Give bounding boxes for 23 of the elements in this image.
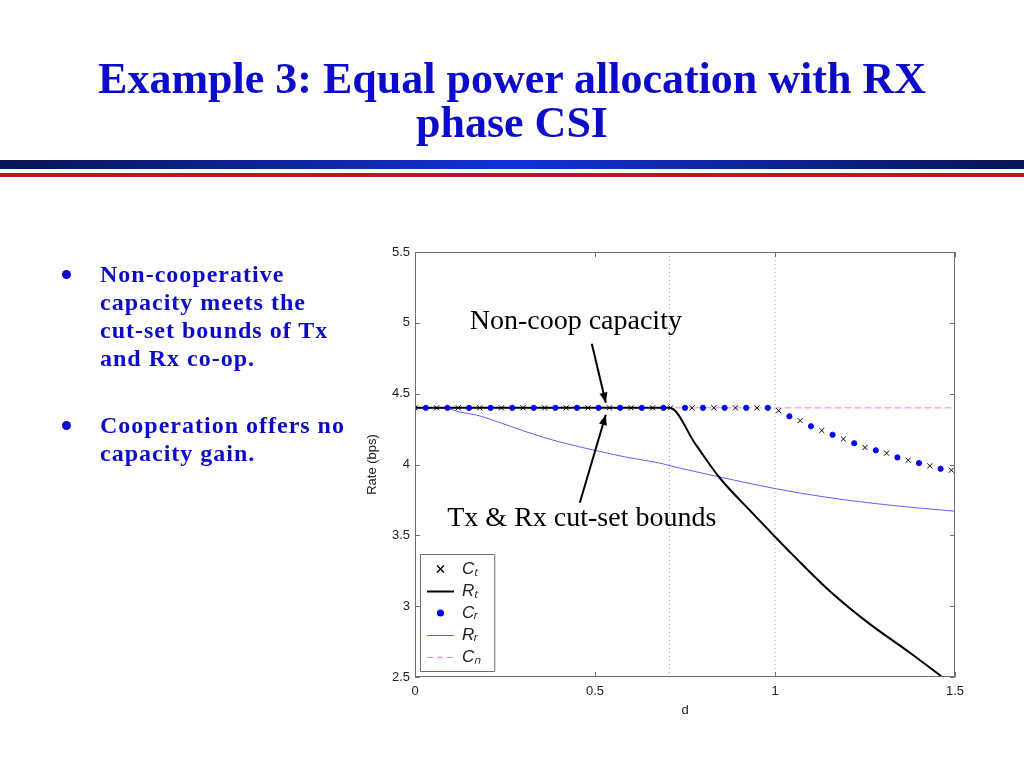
y-tick-label: 3.5 (391, 526, 410, 542)
annotation: Non-coop capacity (469, 304, 682, 336)
legend-label: Cᵣ (462, 602, 479, 622)
legend-label: Rᵣ (462, 624, 479, 644)
y-tick-label: 3 (402, 597, 410, 613)
y-tick-label: 4.5 (391, 385, 410, 401)
legend-label: Cₙ (462, 646, 482, 666)
x-tick-label: 1 (771, 683, 779, 699)
text: Non-cooperative capacity meets the cut-set bounds of Tx and Rx co-op. (100, 260, 330, 372)
legend-label: Rₜ (462, 580, 480, 600)
x-tick-label: 0 (411, 683, 419, 699)
legend-label: Cₜ (462, 558, 480, 578)
y-tick-label: 5.5 (391, 243, 410, 259)
chart-title: Example 3: Equal power allocation with RX phase CSI (97, 54, 927, 147)
y-tick-label: 5 (402, 314, 410, 330)
y-axis-title: Rate (bps) (364, 434, 380, 495)
x-tick-label: 0.5 (585, 683, 605, 699)
y-tick-label: 2.5 (391, 668, 410, 684)
text: Cooperation offers no capacity gain. (100, 411, 346, 467)
annotation: Tx & Rx cut-set bounds (447, 501, 717, 533)
x-tick-label: 1.5 (945, 683, 965, 699)
y-tick-label: 4 (402, 456, 410, 472)
x-axis-title: d (681, 701, 689, 717)
